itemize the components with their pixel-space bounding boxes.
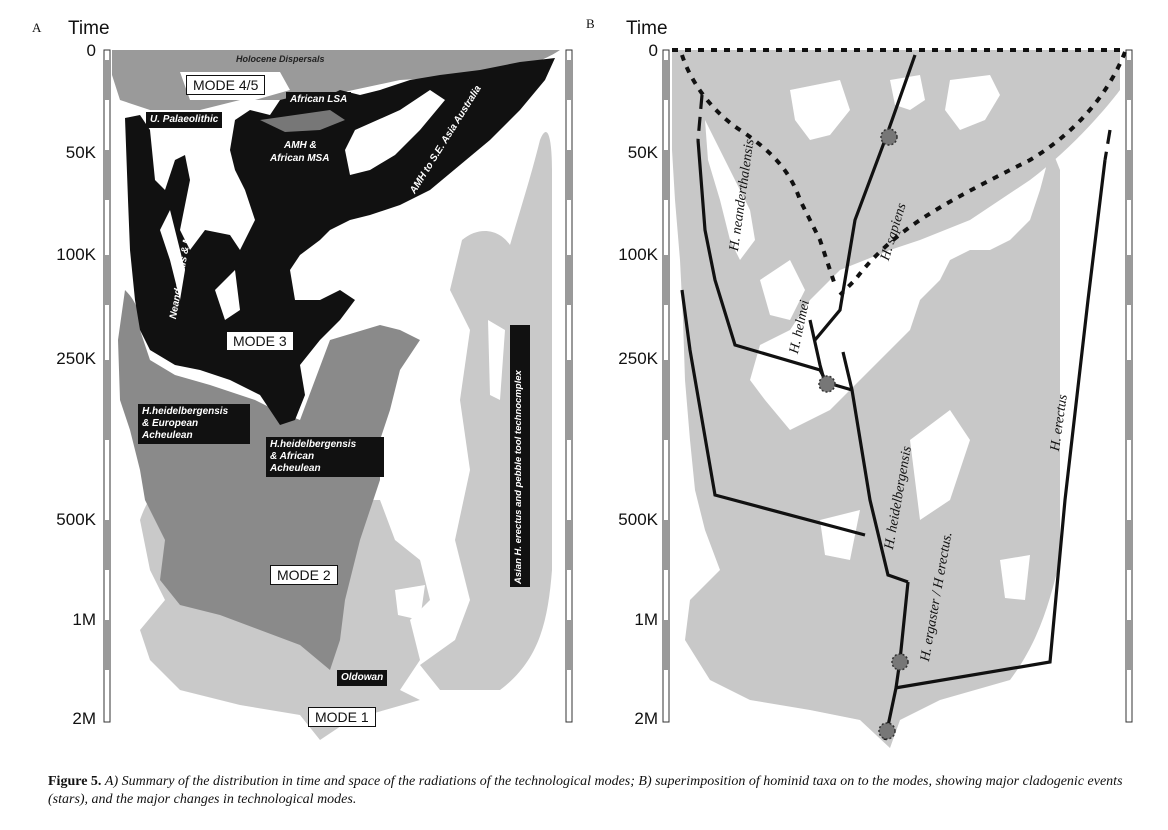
- asian-erectus-region: [420, 131, 552, 690]
- asian-erectus-box: [510, 325, 530, 587]
- panel-a-diagram: [103, 49, 573, 740]
- heid-african-line-2: & African: [270, 451, 315, 462]
- heid-european-label: H.heidelbergensis & European Acheulean: [138, 404, 250, 444]
- panel-a-tick-500k: 500K: [56, 510, 96, 529]
- panel-a-tick-250k: 250K: [56, 349, 96, 368]
- panel-b-diagram: [662, 48, 1133, 748]
- cladogenic-star-2: [818, 375, 836, 393]
- panel-a-time-label: Time: [68, 18, 110, 39]
- mode-boundary-dotted: [672, 48, 1127, 297]
- panel-b-white-holes: [705, 75, 1030, 600]
- mode-4-5-box: MODE 4/5: [186, 75, 266, 95]
- lineage-erectus: [894, 159, 1107, 690]
- panel-b-tick-100k: 100K: [618, 245, 658, 264]
- panel-b-tick-500k: 500K: [618, 510, 658, 529]
- heid-african-line-1: H.heidelbergensis: [270, 439, 357, 450]
- mode-3-box: MODE 3: [226, 331, 294, 351]
- panel-a-tick-0: 0: [86, 41, 96, 60]
- panel-a-right-scale: [565, 49, 573, 723]
- holocene-label: Holocene Dispersals: [236, 54, 325, 64]
- heid-african-line-3: Acheulean: [270, 463, 321, 474]
- lineage-euro: [680, 289, 866, 537]
- lineage-heidelbergensis: [841, 351, 909, 584]
- panel-b-left-scale: [662, 49, 670, 723]
- heid-european-line-1: H.heidelbergensis: [142, 406, 229, 417]
- heid-african-label: H.heidelbergensis & African Acheulean: [266, 437, 384, 477]
- caption-lead: Figure 5.: [48, 774, 102, 789]
- panel-b-right-scale: [1125, 49, 1133, 723]
- panel-a-tick-100k: 100K: [56, 245, 96, 264]
- panel-a-tick-2m: 2M: [72, 709, 96, 728]
- u-palaeolithic-label: U. Palaeolithic: [146, 112, 223, 128]
- oldowan-label: Oldowan: [337, 670, 388, 686]
- african-lsa-label: African LSA: [286, 92, 352, 108]
- panel-b-tick-50k: 50K: [627, 143, 658, 162]
- panel-b-tick-250k: 250K: [618, 349, 658, 368]
- heid-european-line-2: & European: [142, 418, 199, 429]
- white-holes-mode3: [160, 90, 445, 320]
- panel-b-tick-2m: 2M: [634, 709, 658, 728]
- panel-b-tick-0: 0: [648, 41, 658, 60]
- asian-erectus-label: Asian H. erectus and pebble tool technoc…: [513, 370, 524, 584]
- mode2-region: [118, 290, 420, 670]
- mode-1-box: MODE 1: [308, 707, 376, 727]
- panel-b-letter: B: [586, 16, 595, 31]
- cladogenic-star-4: [878, 722, 896, 740]
- heid-european-line-3: Acheulean: [142, 430, 193, 441]
- panel-b-time-label: Time: [626, 18, 668, 39]
- lineage-sapiens: [813, 54, 917, 342]
- lineage-lines: [680, 54, 1107, 741]
- figure-caption: Figure 5. A) Summary of the distribution…: [48, 773, 1128, 809]
- amh-hatch-region: [260, 110, 345, 132]
- cladogenic-star-3: [891, 653, 909, 671]
- caption-text: A) Summary of the distribution in time a…: [48, 774, 1123, 807]
- lineage-dashed: [696, 94, 1112, 161]
- panel-a-left-scale: [103, 49, 111, 723]
- mode-2-box: MODE 2: [270, 565, 338, 585]
- amh-msa-label-1: AMH &: [284, 140, 317, 151]
- panel-b-tick-1m: 1M: [634, 610, 658, 629]
- panel-a-tick-1m: 1M: [72, 610, 96, 629]
- amh-msa-label-2: African MSA: [270, 153, 330, 164]
- panel-a-letter: A: [32, 20, 42, 35]
- panel-a-tick-50k: 50K: [65, 143, 96, 162]
- cladogenic-star-1: [880, 128, 898, 146]
- lineage-ergaster: [883, 581, 910, 741]
